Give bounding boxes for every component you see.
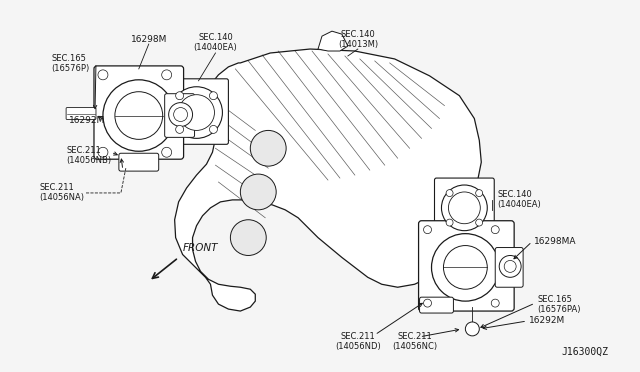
FancyBboxPatch shape [420,297,453,313]
Circle shape [499,256,521,277]
Circle shape [424,299,431,307]
Circle shape [442,185,487,231]
Circle shape [209,125,218,134]
Circle shape [209,92,218,100]
Circle shape [173,108,188,122]
Circle shape [171,87,223,138]
Circle shape [250,131,286,166]
Circle shape [98,147,108,157]
Text: SEC.140: SEC.140 [198,33,233,42]
Circle shape [492,226,499,234]
Text: (14013M): (14013M) [338,39,378,49]
Text: 16298M: 16298M [131,35,167,44]
Text: (14056NB): (14056NB) [66,156,111,165]
Circle shape [449,192,480,224]
FancyBboxPatch shape [164,79,228,144]
Circle shape [241,174,276,210]
FancyBboxPatch shape [419,221,514,311]
Text: SEC.211: SEC.211 [66,146,101,155]
Circle shape [424,226,431,234]
Circle shape [175,125,184,134]
Circle shape [504,260,516,272]
Polygon shape [454,185,481,228]
Circle shape [115,92,163,140]
Circle shape [492,299,499,307]
Text: (16576PA): (16576PA) [537,305,580,314]
Polygon shape [175,49,481,311]
Text: (14040EA): (14040EA) [193,42,237,52]
Text: J16300QZ: J16300QZ [562,347,609,357]
FancyBboxPatch shape [119,153,159,171]
FancyBboxPatch shape [495,247,523,287]
Text: SEC.140: SEC.140 [497,190,532,199]
Circle shape [230,220,266,256]
Text: (16576P): (16576P) [51,64,90,73]
Circle shape [175,92,184,100]
FancyBboxPatch shape [435,178,494,238]
Text: (14056ND): (14056ND) [335,342,381,351]
Text: (14040EA): (14040EA) [497,201,541,209]
Circle shape [476,190,483,196]
Text: 16292M: 16292M [69,116,106,125]
Circle shape [169,103,193,126]
FancyBboxPatch shape [66,108,96,119]
Text: SEC.211: SEC.211 [39,183,74,192]
Polygon shape [318,31,348,51]
Circle shape [103,80,175,151]
Text: SEC.211: SEC.211 [340,332,375,341]
Circle shape [444,246,487,289]
Circle shape [162,70,172,80]
Circle shape [98,70,108,80]
Text: (14056NC): (14056NC) [392,342,437,351]
Text: SEC.211: SEC.211 [397,332,432,341]
Text: (14056NA): (14056NA) [39,193,84,202]
Text: SEC.140: SEC.140 [340,30,375,39]
Text: 16292M: 16292M [529,317,565,326]
Circle shape [431,234,499,301]
Circle shape [162,147,172,157]
Circle shape [446,219,453,226]
Circle shape [465,322,479,336]
Text: SEC.165: SEC.165 [51,54,86,64]
Circle shape [446,190,453,196]
Text: FRONT: FRONT [182,244,218,253]
Circle shape [179,95,214,131]
Circle shape [476,219,483,226]
Text: 16298MA: 16298MA [534,237,577,246]
FancyBboxPatch shape [94,66,184,159]
FancyBboxPatch shape [164,94,195,137]
Text: SEC.165: SEC.165 [537,295,572,304]
